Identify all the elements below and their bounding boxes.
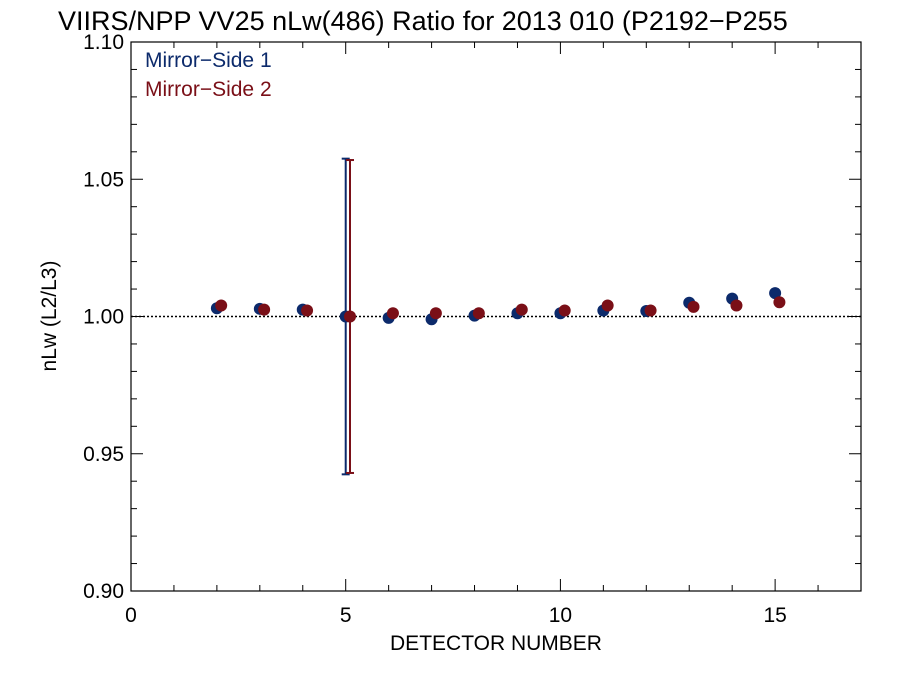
data-point-series-1 <box>769 287 782 300</box>
y-axis-label: nLw (L2/L3) <box>38 261 61 372</box>
x-tick-label: 0 <box>125 604 137 627</box>
data-point-series-2 <box>301 304 314 317</box>
data-point-series-2 <box>386 307 399 320</box>
data-point-series-2 <box>515 303 528 316</box>
legend-entry-mirror-side-2: Mirror−Side 2 <box>145 78 272 101</box>
legend: Mirror−Side 1 Mirror−Side 2 <box>145 49 272 101</box>
tick-labels: 0 5 10 15 0.90 0.95 1.00 1.05 1.10 <box>83 31 787 627</box>
y-tick-label: 1.05 <box>83 168 124 191</box>
x-axis-label: DETECTOR NUMBER <box>390 632 602 655</box>
y-tick-label: 0.90 <box>83 580 124 603</box>
data-point-series-2 <box>258 303 271 316</box>
data-point-series-2 <box>601 299 614 312</box>
y-tick-label: 0.95 <box>83 443 124 466</box>
data-point-series-2 <box>215 299 228 312</box>
data-point-series-2 <box>687 300 700 313</box>
y-tick-label: 1.10 <box>83 31 124 54</box>
chart-title: VIIRS/NPP VV25 nLw(486) Ratio for 2013 0… <box>58 6 788 36</box>
data-point-series-2 <box>344 310 356 323</box>
y-tick-label: 1.00 <box>83 306 124 329</box>
data-marks <box>210 157 786 476</box>
data-point-series-2 <box>730 299 743 312</box>
data-point-series-2 <box>773 296 786 309</box>
x-tick-label: 5 <box>340 604 352 627</box>
data-point-series-2 <box>429 307 442 320</box>
data-point-series-2 <box>558 304 571 317</box>
data-point-series-2 <box>644 304 657 317</box>
axis-ticks <box>130 41 862 592</box>
legend-entry-mirror-side-1: Mirror−Side 1 <box>145 49 272 72</box>
x-tick-label: 10 <box>549 604 572 627</box>
data-point-series-2 <box>472 307 485 320</box>
x-tick-label: 15 <box>763 604 786 627</box>
